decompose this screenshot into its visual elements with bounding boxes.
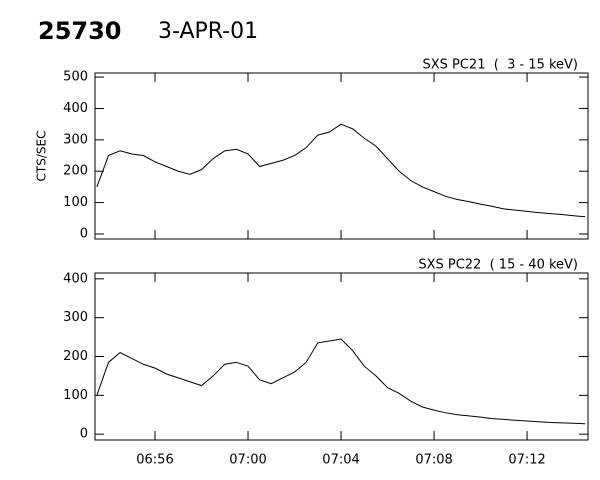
x-tick-label: 07:12 xyxy=(508,453,545,468)
x-tick-label: 07:08 xyxy=(415,453,452,468)
y-tick-label: 300 xyxy=(63,132,88,147)
plot-frame xyxy=(94,72,589,240)
y-tick-label: 500 xyxy=(63,70,88,85)
y-tick-label: 300 xyxy=(63,310,88,325)
y-tick-label: 400 xyxy=(63,101,88,116)
y-tick-label: 100 xyxy=(63,388,88,403)
y-tick-label: 0 xyxy=(80,427,88,442)
x-tick-label: 07:00 xyxy=(229,453,266,468)
y-axis-label: CTS/SEC xyxy=(35,131,49,182)
y-tick-label: 400 xyxy=(63,271,88,286)
x-tick-label: 06:56 xyxy=(136,453,173,468)
panel-subtitle: SXS PC21 ( 3 - 15 keV) xyxy=(422,58,578,73)
header-date: 3-APR-01 xyxy=(158,19,258,44)
y-tick-label: 0 xyxy=(80,226,88,241)
panel-subtitle: SXS PC22 ( 15 - 40 keV) xyxy=(418,258,578,273)
y-tick-label: 100 xyxy=(63,195,88,210)
data-line xyxy=(96,123,586,218)
header-id: 25730 xyxy=(38,17,122,45)
x-tick-label: 07:04 xyxy=(322,453,359,468)
y-tick-label: 200 xyxy=(63,164,88,179)
plot-frame xyxy=(94,272,589,441)
data-line xyxy=(96,338,586,425)
y-tick-label: 200 xyxy=(63,349,88,364)
